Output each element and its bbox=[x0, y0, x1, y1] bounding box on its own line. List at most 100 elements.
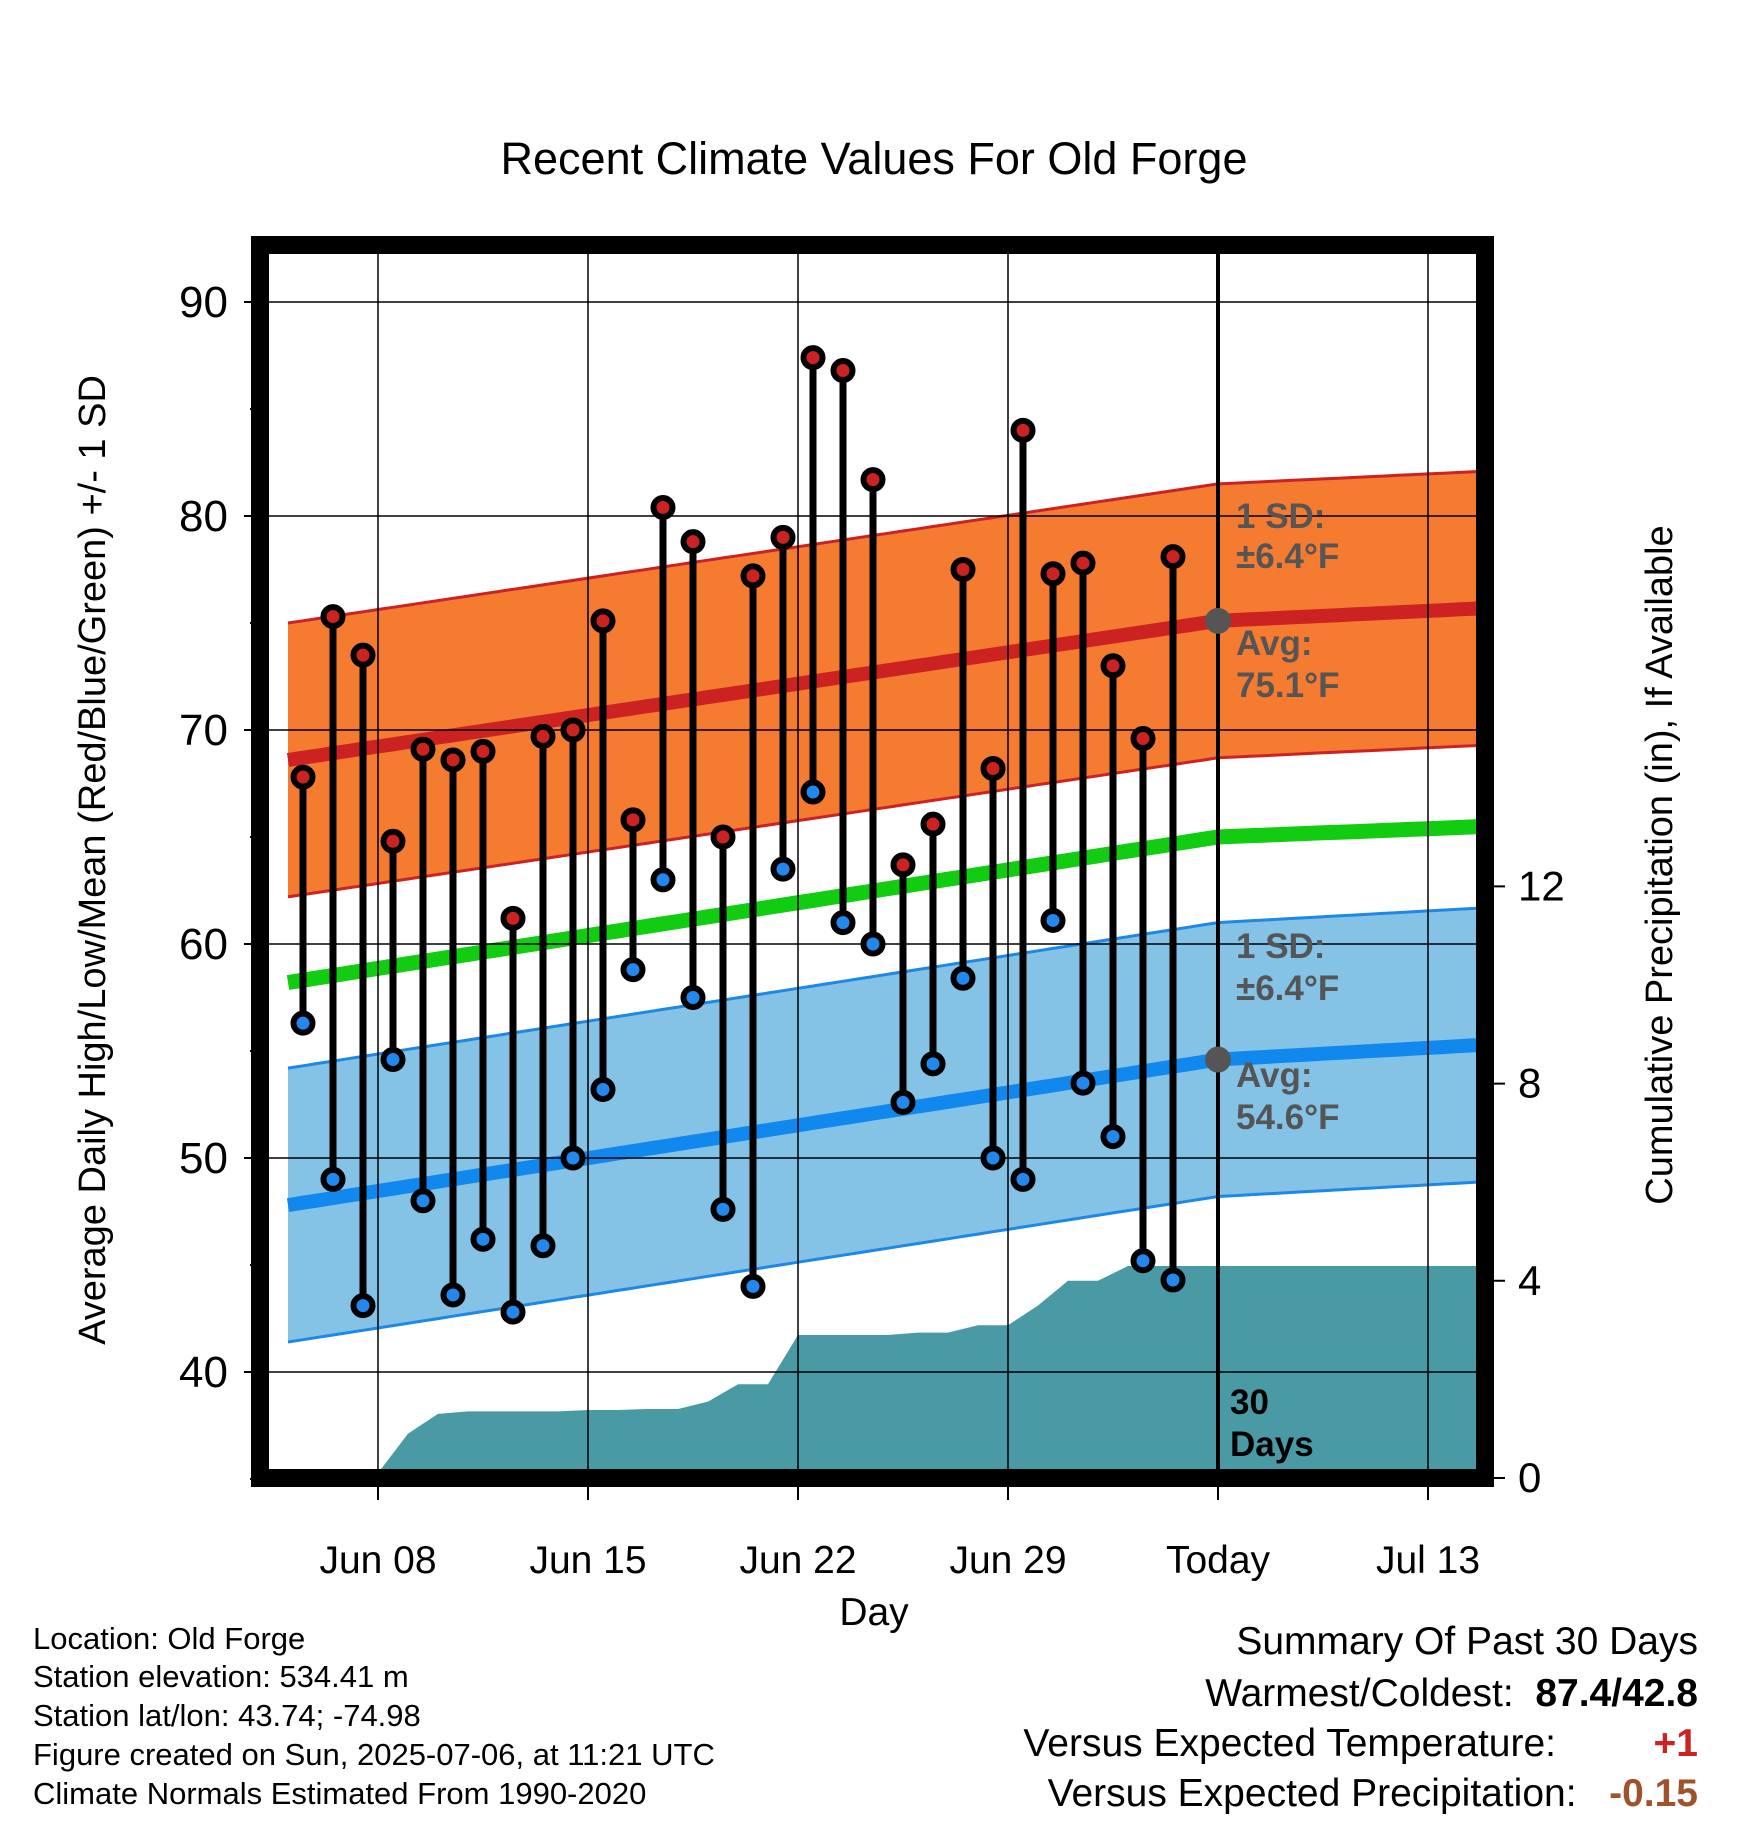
low-point bbox=[890, 1089, 916, 1115]
low-point bbox=[860, 931, 886, 957]
high-point bbox=[890, 852, 916, 878]
low-point bbox=[650, 867, 676, 893]
precip-value: -0.15 bbox=[1609, 1772, 1698, 1815]
high-point bbox=[1130, 726, 1156, 752]
high-point bbox=[1160, 544, 1186, 570]
warm-cold-label: Warmest/Coldest: bbox=[1205, 1672, 1514, 1715]
high-avg-annotation: Avg: bbox=[1236, 624, 1312, 663]
low-avg-annotation: 54.6°F bbox=[1236, 1098, 1340, 1137]
high-point bbox=[680, 529, 706, 555]
low-point bbox=[410, 1188, 436, 1214]
y2-tick-label: 12 bbox=[1518, 862, 1565, 909]
high-point bbox=[560, 717, 586, 743]
low-point bbox=[560, 1145, 586, 1171]
high-point bbox=[860, 467, 886, 493]
low-point bbox=[1160, 1267, 1186, 1293]
y-tick-label: 90 bbox=[179, 278, 228, 327]
temp-label: Versus Expected Temperature: bbox=[1023, 1722, 1556, 1765]
y-tick-label: 40 bbox=[179, 1348, 228, 1397]
temp-value: +1 bbox=[1653, 1722, 1698, 1765]
y-axis-label: Average Daily High/Low/Mean (Red/Blue/Gr… bbox=[72, 375, 114, 1345]
y-tick-label: 50 bbox=[179, 1134, 228, 1183]
low-point bbox=[440, 1282, 466, 1308]
today-days-label: 30 bbox=[1230, 1383, 1269, 1422]
low-sd-band-upper bbox=[287, 906, 1489, 1070]
high-point bbox=[440, 747, 466, 773]
high-point bbox=[410, 736, 436, 762]
low-point bbox=[1070, 1070, 1096, 1096]
high-point bbox=[800, 345, 826, 371]
low-point bbox=[380, 1047, 406, 1073]
warm-cold-value: 87.4/42.8 bbox=[1535, 1672, 1698, 1715]
low-point bbox=[500, 1299, 526, 1325]
x-tick-label: Jun 08 bbox=[319, 1539, 436, 1582]
created-text: Figure created on Sun, 2025-07-06, at 11… bbox=[33, 1737, 715, 1772]
summary-title: Summary Of Past 30 Days bbox=[1236, 1620, 1698, 1663]
low-point bbox=[1130, 1248, 1156, 1274]
x-tick-label: Jun 15 bbox=[529, 1539, 646, 1582]
high-point bbox=[380, 828, 406, 854]
high-avg-annotation: 75.1°F bbox=[1236, 666, 1340, 705]
high-point bbox=[320, 604, 346, 630]
high-point bbox=[1040, 561, 1066, 587]
plot-frame bbox=[251, 236, 1494, 1487]
high-point bbox=[770, 524, 796, 550]
low-point bbox=[800, 779, 826, 805]
low-point bbox=[1040, 907, 1066, 933]
today-high-avg-marker bbox=[1205, 607, 1231, 634]
y2-axis-label: Cumulative Precipitation (in), If Availa… bbox=[1639, 525, 1681, 1204]
low-point bbox=[830, 910, 856, 936]
high-point bbox=[470, 738, 496, 764]
y-tick-label: 70 bbox=[179, 706, 228, 755]
high-point bbox=[350, 642, 376, 668]
low-point bbox=[620, 957, 646, 983]
high-point bbox=[500, 905, 526, 931]
low-point bbox=[920, 1051, 946, 1077]
y2-tick-label: 0 bbox=[1518, 1454, 1541, 1501]
low-point bbox=[950, 965, 976, 991]
y2-tick-label: 8 bbox=[1518, 1060, 1541, 1107]
low-point bbox=[530, 1233, 556, 1259]
high-sd-annotation: ±6.4°F bbox=[1236, 537, 1339, 576]
low-point bbox=[320, 1166, 346, 1192]
today-low-avg-marker bbox=[1205, 1046, 1231, 1073]
high-point bbox=[1100, 653, 1126, 679]
high-point bbox=[710, 824, 736, 850]
y2-tick-label: 4 bbox=[1518, 1257, 1541, 1304]
low-sd-annotation: ±6.4°F bbox=[1236, 969, 1339, 1008]
chart-title: Recent Climate Values For Old Forge bbox=[501, 133, 1248, 184]
high-point bbox=[620, 807, 646, 833]
high-sd-annotation: 1 SD: bbox=[1236, 497, 1325, 536]
normals-text: Climate Normals Estimated From 1990-2020 bbox=[33, 1776, 647, 1811]
y-tick-label: 60 bbox=[179, 920, 228, 969]
low-avg-annotation: Avg: bbox=[1236, 1056, 1312, 1095]
high-sd-band-upper bbox=[287, 469, 1489, 625]
low-point bbox=[740, 1273, 766, 1299]
high-point bbox=[1070, 550, 1096, 576]
low-point bbox=[710, 1196, 736, 1222]
low-point bbox=[1100, 1124, 1126, 1150]
summary-temp: Versus Expected Temperature: +1 bbox=[1023, 1722, 1698, 1766]
latlon-text: Station lat/lon: 43.74; -74.98 bbox=[33, 1698, 421, 1733]
location-text: Location: Old Forge bbox=[33, 1621, 306, 1656]
x-tick-label: Today bbox=[1166, 1539, 1271, 1582]
x-tick-label: Jul 13 bbox=[1376, 1539, 1480, 1582]
summary-precip: Versus Expected Precipitation: -0.15 bbox=[1048, 1772, 1698, 1816]
x-tick-label: Jun 29 bbox=[949, 1539, 1066, 1582]
high-point bbox=[290, 764, 316, 790]
x-axis-label: Day bbox=[839, 1591, 909, 1634]
high-point bbox=[950, 557, 976, 582]
y-tick-label: 80 bbox=[179, 492, 228, 541]
high-point bbox=[650, 494, 676, 520]
low-point bbox=[1010, 1166, 1036, 1192]
low-point bbox=[350, 1293, 376, 1319]
high-point bbox=[920, 811, 946, 837]
low-point bbox=[680, 985, 706, 1010]
elevation-text: Station elevation: 534.41 m bbox=[33, 1659, 409, 1694]
high-point bbox=[590, 608, 616, 634]
summary-warm-cold: Warmest/Coldest: 87.4/42.8 bbox=[1205, 1672, 1698, 1716]
high-point bbox=[980, 756, 1006, 782]
low-point bbox=[590, 1077, 616, 1103]
avg-low-line bbox=[286, 1037, 1489, 1213]
